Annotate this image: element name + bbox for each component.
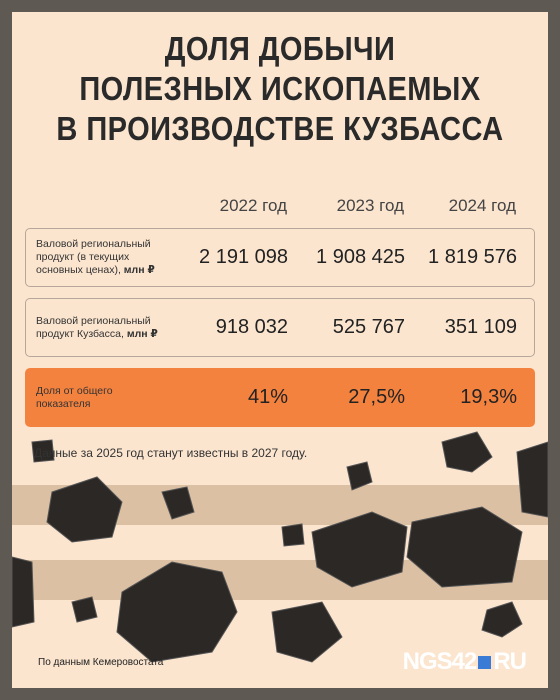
label-line: продукт Кузбасса, млн ₽ — [36, 328, 158, 341]
label-unit: млн ₽ — [123, 264, 155, 276]
column-header: 2022 год — [219, 196, 287, 215]
table-row: Доля от общего показателя 41% 27,5% 19,3% — [25, 368, 535, 427]
label-line: Доля от общего — [36, 385, 113, 398]
table-row: Валовой региональный продукт (в текущих ос… — [25, 228, 535, 287]
label-line: Валовой региональный — [36, 238, 155, 251]
logo: NGS42 RU — [402, 648, 527, 676]
title-line: ДОЛЯ ДОБЫЧИ — [164, 30, 396, 67]
source: По данным Кемеровостата — [38, 657, 164, 668]
cell-value: 525 767 — [332, 316, 405, 338]
cell-value: 41% — [247, 386, 288, 408]
infographic: ДОЛЯ ДОБЫЧИ ПОЛЕЗНЫХ ИСКОПАЕМЫХ В ПРОИЗВ… — [12, 12, 548, 688]
title-line: В ПРОИЗВОДСТВЕ КУЗБАССА — [56, 110, 504, 147]
label-unit: млн ₽ — [126, 327, 158, 340]
logo-suffix: RU — [493, 648, 527, 675]
label-line: показателя — [36, 398, 113, 411]
column-header: 2024 год — [448, 196, 516, 215]
table-row: Валовой региональный продукт Кузбасса, мл… — [25, 298, 535, 357]
row-label: Валовой региональный продукт Кузбасса, мл… — [36, 315, 158, 341]
cell-value: 918 032 — [215, 316, 288, 338]
label-text: продукт Кузбасса, — [36, 327, 124, 340]
label-line: Валовой региональный — [36, 315, 158, 328]
label-text: Валовой региональный — [36, 314, 151, 327]
column-header: 2023 год — [336, 196, 404, 215]
label-line: продукт (в текущих — [36, 251, 155, 264]
note: Данные за 2025 год станут известны в 202… — [34, 446, 308, 460]
label-text: Доля от общего — [36, 384, 113, 397]
label-text: продукт (в текущих — [36, 251, 130, 263]
cell-value: 1 908 425 — [316, 246, 405, 268]
label-text: основных ценах), — [36, 264, 121, 276]
cell-value: 19,3% — [460, 386, 517, 408]
row-label: Валовой региональный продукт (в текущих ос… — [36, 238, 155, 277]
row-label: Доля от общего показателя — [36, 385, 113, 411]
cell-value: 1 819 576 — [428, 246, 517, 268]
label-text: показателя — [36, 397, 91, 410]
label-text: Валовой региональный — [36, 238, 151, 250]
cell-value: 27,5% — [348, 386, 405, 408]
logo-square — [478, 656, 492, 669]
logo-main: NGS42 — [402, 648, 478, 675]
label-line: основных ценах), млн ₽ — [36, 264, 155, 277]
cell-value: 2 191 098 — [199, 246, 288, 268]
cell-value: 351 109 — [444, 316, 517, 338]
decoration — [12, 431, 548, 663]
coal-rocks — [12, 431, 548, 663]
title-line: ПОЛЕЗНЫХ ИСКОПАЕМЫХ — [79, 70, 481, 107]
